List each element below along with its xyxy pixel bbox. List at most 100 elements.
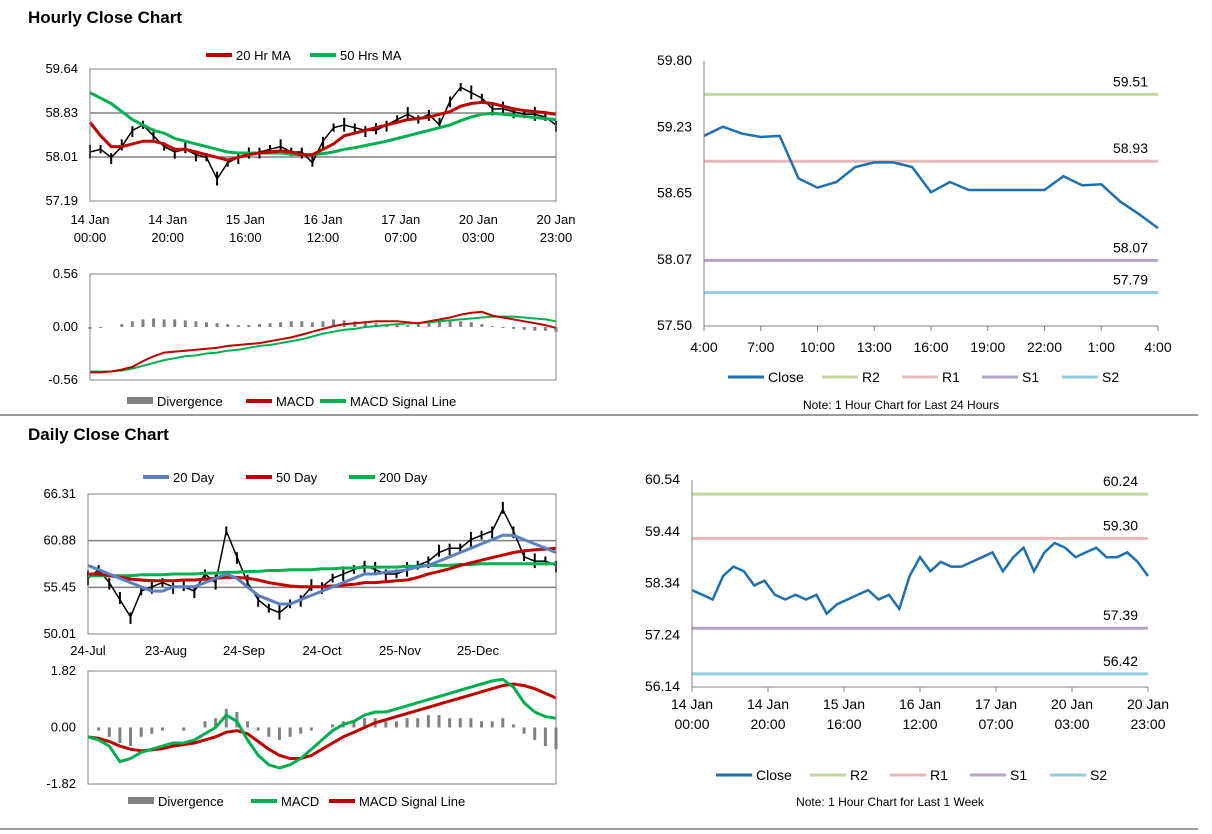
section-divider	[0, 414, 1198, 416]
hourly-price-ytick-label: 57.19	[45, 193, 78, 208]
hourly-levels-legend-label: Close	[768, 369, 804, 385]
hourly-levels-xtick-label: 22:00	[1027, 339, 1062, 355]
hourly-price-xtick-label: 23:00	[540, 230, 573, 245]
hourly-levels-ytick-label: 59.23	[657, 118, 692, 134]
daily-price-legend-label: 20 Day	[173, 470, 215, 485]
daily-macd-ytick-label: 0.00	[51, 720, 76, 735]
daily-levels-xtick-label: 12:00	[902, 716, 937, 732]
hourly-levels-s2-level-label: 57.79	[1113, 272, 1148, 288]
daily-price-20day-line	[87, 533, 557, 606]
hourly-price-price-line	[89, 86, 557, 181]
daily-levels-legend-label: R1	[930, 767, 948, 783]
daily-price-xtick-label: 24-Jul	[70, 643, 106, 658]
hourly-levels-xtick-label: 7:00	[747, 339, 774, 355]
daily-levels-xtick-label: 03:00	[1054, 716, 1089, 732]
hourly-levels-xtick-label: 4:00	[1144, 339, 1171, 355]
daily-levels-ytick-label: 56.14	[645, 678, 680, 694]
daily-price-ytick-label: 55.45	[43, 579, 76, 594]
hourly-price-ytick-label: 59.64	[45, 61, 78, 76]
daily-macd-legend-label: MACD	[281, 794, 319, 809]
daily-levels-ytick-label: 57.24	[645, 626, 680, 642]
daily-levels-xtick-label: 16:00	[826, 716, 861, 732]
daily-price-xtick-label: 24-Sep	[223, 643, 265, 658]
daily-price-xtick-label: 24-Oct	[302, 643, 341, 658]
hourly-macd-signal-line	[90, 315, 557, 373]
daily-price-ytick-label: 60.88	[43, 533, 76, 548]
hourly-section-title: Hourly Close Chart	[28, 8, 182, 27]
hourly-levels-ytick-label: 57.50	[657, 317, 692, 333]
hourly-macd-ytick-label: 0.00	[53, 319, 78, 334]
daily-macd-ytick-label: 1.82	[51, 663, 76, 678]
hourly-levels-r2-level-label: 59.51	[1113, 73, 1148, 89]
hourly-macd-ytick-label: 0.56	[53, 266, 78, 281]
hourly-price-ytick-label: 58.83	[45, 105, 78, 120]
daily-levels-xtick-label: 15 Jan	[823, 696, 865, 712]
daily-levels-ytick-label: 59.44	[645, 523, 680, 539]
hourly-levels-close-line	[703, 125, 1159, 230]
hourly-levels-xtick-label: 10:00	[800, 339, 835, 355]
hourly-macd-legend-label: Divergence	[157, 394, 223, 409]
hourly-macd-legend-label: MACD	[276, 394, 314, 409]
hourly-price-20hr-ma-line	[88, 100, 557, 162]
daily-price-legend-label: 50 Day	[276, 470, 318, 485]
daily-price-50day-line	[88, 546, 557, 589]
daily-macd-legend-label: Divergence	[158, 794, 224, 809]
daily-levels-legend-label: R2	[850, 767, 868, 783]
hourly-price-frame	[89, 68, 557, 202]
hourly-price-xtick-label: 12:00	[307, 230, 340, 245]
daily-levels-xtick-label: 07:00	[978, 716, 1013, 732]
hourly-levels-ytick-label: 58.65	[657, 185, 692, 201]
daily-macd-ytick-label: -1.82	[46, 776, 76, 791]
hourly-levels-legend-label: R1	[942, 369, 960, 385]
hourly-levels-xtick-label: 16:00	[913, 339, 948, 355]
hourly-levels-legend-label: S1	[1022, 369, 1039, 385]
daily-section-title: Daily Close Chart	[28, 425, 169, 444]
daily-price-200day-line	[88, 562, 556, 578]
daily-levels-close-line	[691, 541, 1150, 616]
daily-macd-macd-line	[87, 677, 557, 770]
hourly-macd-legend-swatch	[127, 397, 153, 404]
daily-levels-legend-label: S1	[1010, 767, 1027, 783]
hourly-price-xtick-label: 03:00	[462, 230, 495, 245]
hourly-macd-frame	[89, 273, 557, 381]
daily-levels-xtick-label: 20 Jan	[1127, 696, 1169, 712]
daily-levels-s2-level-label: 56.42	[1103, 653, 1138, 669]
hourly-macd-legend-label: MACD Signal Line	[350, 394, 456, 409]
hourly-price-xtick-label: 20:00	[151, 230, 184, 245]
daily-levels-xtick-label: 20 Jan	[1051, 696, 1093, 712]
daily-levels-legend-label: Close	[756, 767, 792, 783]
hourly-price-xtick-label: 14 Jan	[70, 212, 109, 227]
hourly-levels-s1-level-label: 58.07	[1113, 239, 1148, 255]
hourly-price-legend-label: 50 Hrs MA	[340, 48, 402, 63]
hourly-price-xtick-label: 20 Jan	[536, 212, 575, 227]
daily-levels-ytick-label: 58.34	[645, 575, 680, 591]
hourly-price-xtick-label: 15 Jan	[226, 212, 265, 227]
daily-price-legend-label: 200 Day	[379, 470, 428, 485]
hourly-levels-xtick-label: 1:00	[1088, 339, 1115, 355]
hourly-price-xtick-label: 17 Jan	[381, 212, 420, 227]
daily-levels-xtick-label: 23:00	[1130, 716, 1165, 732]
daily-levels-xtick-label: 16 Jan	[899, 696, 941, 712]
daily-levels-xtick-label: 14 Jan	[671, 696, 713, 712]
daily-levels-ytick-label: 60.54	[645, 471, 680, 487]
daily-price-xtick-label: 23-Aug	[145, 643, 187, 658]
daily-levels-s1-level-label: 57.39	[1103, 607, 1138, 623]
daily-levels-legend-label: S2	[1090, 767, 1107, 783]
hourly-levels-xtick-label: 4:00	[690, 339, 717, 355]
hourly-levels-xtick-label: 19:00	[970, 339, 1005, 355]
hourly-price-ytick-label: 58.01	[45, 149, 78, 164]
hourly-levels-legend-label: R2	[862, 369, 880, 385]
daily-macd-legend-label: MACD Signal Line	[359, 794, 465, 809]
daily-levels-note: Note: 1 Hour Chart for Last 1 Week	[796, 795, 985, 809]
hourly-levels-legend-label: S2	[1102, 369, 1119, 385]
daily-price-ytick-label: 50.01	[43, 626, 76, 641]
daily-price-xtick-label: 25-Dec	[457, 643, 499, 658]
hourly-macd-macd-line	[90, 310, 557, 374]
hourly-price-50hr-ma-line	[89, 91, 557, 157]
daily-macd-legend-swatch	[128, 797, 154, 804]
daily-levels-xtick-label: 00:00	[674, 716, 709, 732]
daily-macd-frame	[87, 670, 557, 785]
hourly-price-xtick-label: 00:00	[74, 230, 107, 245]
hourly-levels-ytick-label: 59.80	[657, 52, 692, 68]
